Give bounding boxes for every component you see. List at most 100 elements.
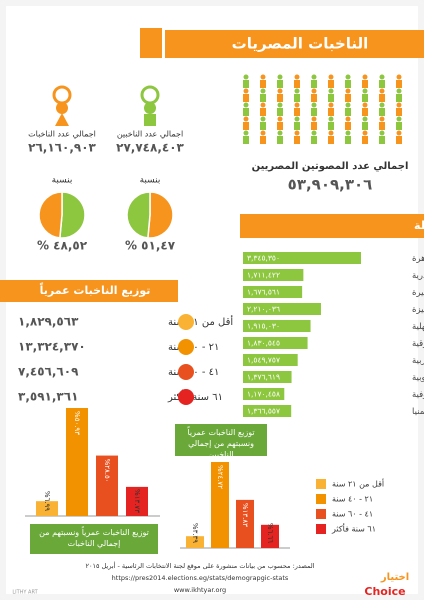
person-icon [345,108,351,116]
legend-label: ٦١ سنة فأكثر [331,523,376,534]
legend-swatch [316,494,326,504]
bar-label: %٦.٦٦ [266,523,274,543]
person-icon [328,130,334,136]
person-icon [345,74,351,80]
person-icon [362,88,368,94]
person-icon [396,122,402,130]
logo-ar: اختيار [380,572,409,583]
bar [126,486,148,516]
person-icon [260,122,266,130]
person-icon [260,136,266,144]
person-icon [379,74,385,80]
person-icon [243,88,249,94]
bar [211,462,229,548]
legend-label: ٢١ - ٤٠ سنة [332,495,373,504]
person-icon [260,116,266,122]
bar [243,405,292,417]
person-icon [379,122,385,130]
age-label: ٦١ سنة فأكثر [167,389,223,403]
person-icon [396,94,402,102]
person-icon [260,94,266,102]
age-value: ٣,٥٩١,٣٦١ [18,390,78,404]
person-icon [379,116,385,122]
person-icon [311,136,317,144]
bar [243,337,308,349]
bar [96,455,118,516]
person-icon [345,102,351,108]
person-icon [294,102,300,108]
logo-en: Choice [364,585,405,598]
person-icon [379,136,385,144]
person-icon [294,80,300,88]
all-label: اجمالي عدد المصوتين المصريين [252,161,409,172]
person-icon [328,80,334,88]
person-icon [345,116,351,122]
bar [243,371,292,383]
person-icon [328,74,334,80]
bar [243,252,361,264]
person-icon [311,74,317,80]
person-icon [396,130,402,136]
person-icon [294,108,300,116]
age-banner [0,280,178,302]
title: الناخبات المصريات [232,35,369,53]
bar-label: ١,٥٤٩,٧٥٧ [247,356,280,365]
person-icon [328,136,334,144]
person-icon [277,108,283,116]
province-name: المنيا [412,407,424,417]
person-icon [379,80,385,88]
female-value: ٢٦,١٦٠,٩٠٣ [28,141,96,155]
person-icon [294,130,300,136]
person-icon [311,108,317,116]
person-icon [294,74,300,80]
legend-label: أقل من ٢١ سنة [332,479,384,489]
bar-label: ١,٨٣٠,٥٤٥ [247,339,280,348]
age-icon [178,364,194,380]
person-icon [277,122,283,130]
person-icon [260,74,266,80]
bar-label: %٥٠.٩٣ [73,411,81,435]
legend-swatch [316,479,326,489]
male-value: ٢٧,٧٤٨,٤٠٣ [116,141,184,155]
bar-label: ١,٣٦٦,٥٥٧ [247,407,280,416]
person-icon [396,102,402,108]
person-icon [277,74,283,80]
legend-swatch [316,509,326,519]
chart-title: توزيع الناخبات عمرياً ونسبتهم من إجمالي … [175,424,267,459]
legend-label: ٤١ - ٦٠ سنة [332,510,373,519]
person-icon [277,116,283,122]
bar-label: ٢,٢١٠,٠٣٦ [247,305,280,314]
title-banner [165,30,424,58]
person-icon [345,88,351,94]
province-name: المنوفية [412,390,424,400]
person-icon [345,94,351,102]
person-icon [243,94,249,102]
person-icon [277,130,283,136]
pie-slice [147,191,174,239]
person-icon [260,130,266,136]
legend-swatch [316,524,326,534]
province-banner [240,214,424,238]
bar [236,499,254,548]
bar [243,269,304,281]
province-name: الاسكندرية [412,271,424,281]
person-icon [328,108,334,116]
person-icon [379,108,385,116]
bar-label: %١٣.٧٣ [133,489,141,513]
bar [36,501,58,516]
person-icon [311,94,317,102]
pie-label: % ٥١,٤٧ [125,239,176,253]
person-icon [362,108,368,116]
age-title: توزيع الناخبات عمرياً [40,282,151,297]
person-icon [260,102,266,108]
pie-slice [38,191,63,239]
bar [243,303,321,315]
person-icon [379,102,385,108]
bar [243,286,303,298]
province-name: القليوبية [412,373,424,383]
male-label: اجمالي عدد الناخبين [117,130,183,139]
person-icon [379,94,385,102]
person-icon [311,80,317,88]
bar-label: ١,٦٧٦,٥٦١ [247,288,280,297]
